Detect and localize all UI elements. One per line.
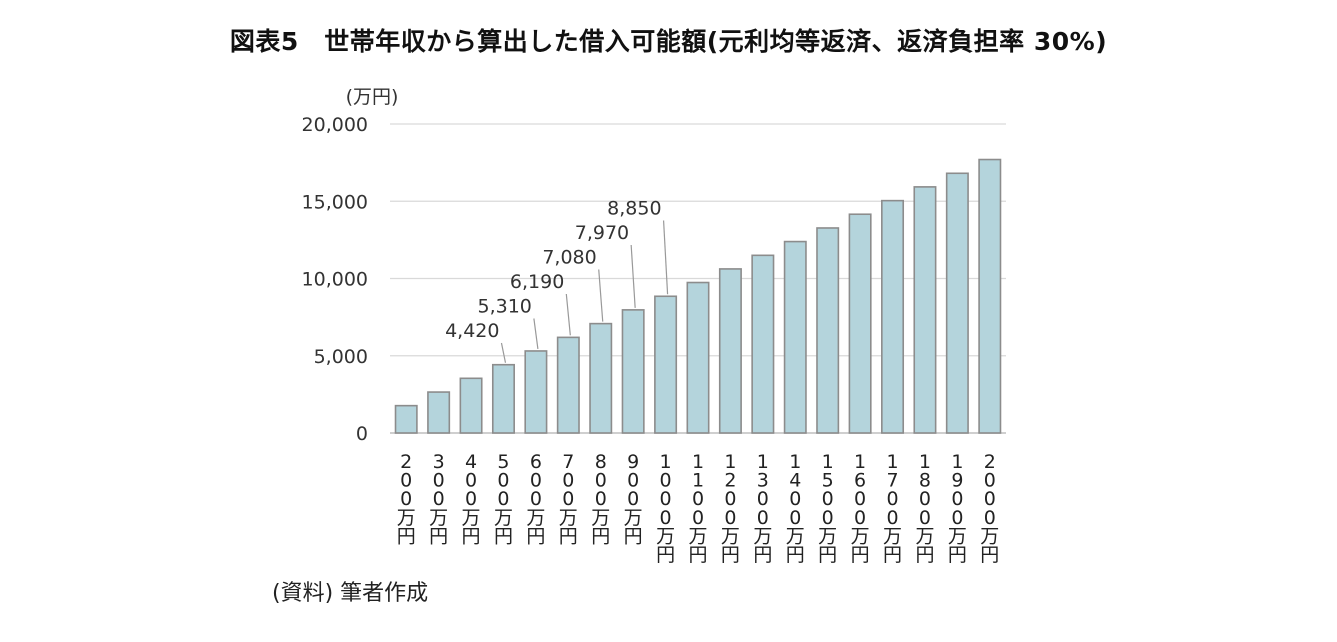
bar	[978, 158, 1002, 434]
bar	[621, 309, 645, 434]
x-tick-label: 1 6 0 0 万円	[851, 451, 870, 566]
bar	[816, 227, 840, 434]
x-tick-label: 5 0 0 万円	[494, 451, 513, 547]
data-label: 4,420	[445, 320, 499, 342]
x-tick-label: 4 0 0 万円	[462, 451, 481, 547]
x-tick-label: 1 9 0 0 万円	[948, 451, 967, 566]
x-tick-label: 1 1 0 0 万円	[688, 451, 707, 566]
bar	[848, 213, 872, 434]
x-tick-label: 2 0 0 万円	[397, 451, 416, 547]
y-tick-label: 5,000	[314, 346, 368, 368]
bar	[491, 363, 515, 434]
x-tick-label: 1 2 0 0 万円	[721, 451, 740, 566]
data-label: 7,080	[542, 247, 596, 269]
data-label-leaders	[500, 220, 669, 363]
y-tick-label: 15,000	[302, 191, 368, 213]
bar	[654, 295, 678, 434]
x-tick-label: 1 0 0 0 万円	[656, 451, 675, 566]
bar	[556, 336, 580, 434]
bar	[686, 281, 710, 434]
x-axis-ticks: 2 0 0 万円 3 0 0 万円 4 0 0 万円 5 0 0 万円 6 0 0 万円 7 0 0 万円 8 0 0 万円 9 0 0 万円…	[397, 451, 1000, 566]
data-label-leader	[662, 220, 669, 295]
bar	[459, 377, 483, 434]
y-axis-unit-label: (万円)	[346, 86, 399, 108]
bar	[783, 240, 807, 434]
data-label: 8,850	[607, 198, 661, 220]
bar	[751, 254, 775, 434]
y-tick-label: 0	[356, 423, 368, 445]
bar	[945, 172, 969, 434]
x-tick-label: 8 0 0 万円	[591, 451, 610, 547]
bar	[427, 391, 451, 434]
bar	[589, 322, 613, 434]
x-tick-label: 9 0 0 万円	[624, 451, 643, 547]
bar	[524, 350, 548, 434]
data-label-leader	[598, 269, 604, 322]
data-label-leader	[500, 342, 507, 363]
data-label: 5,310	[477, 296, 531, 318]
data-label: 6,190	[510, 271, 564, 293]
x-tick-label: 2 0 0 0 万円	[980, 451, 999, 566]
x-tick-label: 6 0 0 万円	[526, 451, 545, 547]
y-tick-label: 20,000	[302, 114, 368, 136]
x-tick-label: 1 4 0 0 万円	[786, 451, 805, 566]
bar	[913, 186, 937, 434]
chart-title: 図表5 世帯年収から算出した借入可能額(元利均等返済、返済負担率 30%)	[229, 27, 1108, 56]
data-label: 7,970	[575, 222, 629, 244]
data-label-leader	[533, 318, 539, 350]
bars	[394, 158, 1002, 434]
x-tick-label: 1 5 0 0 万円	[818, 451, 837, 566]
x-tick-label: 1 7 0 0 万円	[883, 451, 902, 566]
x-tick-label: 1 3 0 0 万円	[753, 451, 772, 566]
bar	[394, 404, 418, 434]
bar	[881, 199, 905, 434]
data-label-leader	[630, 244, 636, 308]
y-tick-label: 10,000	[302, 269, 368, 291]
y-axis-ticks: 0 5,000 10,000 15,000 20,000	[302, 114, 368, 445]
bar	[718, 268, 742, 434]
data-label-leader	[565, 293, 571, 336]
x-tick-label: 3 0 0 万円	[429, 451, 448, 547]
source-note: (資料) 筆者作成	[272, 581, 429, 606]
x-tick-label: 7 0 0 万円	[559, 451, 578, 547]
x-tick-label: 1 8 0 0 万円	[915, 451, 934, 566]
